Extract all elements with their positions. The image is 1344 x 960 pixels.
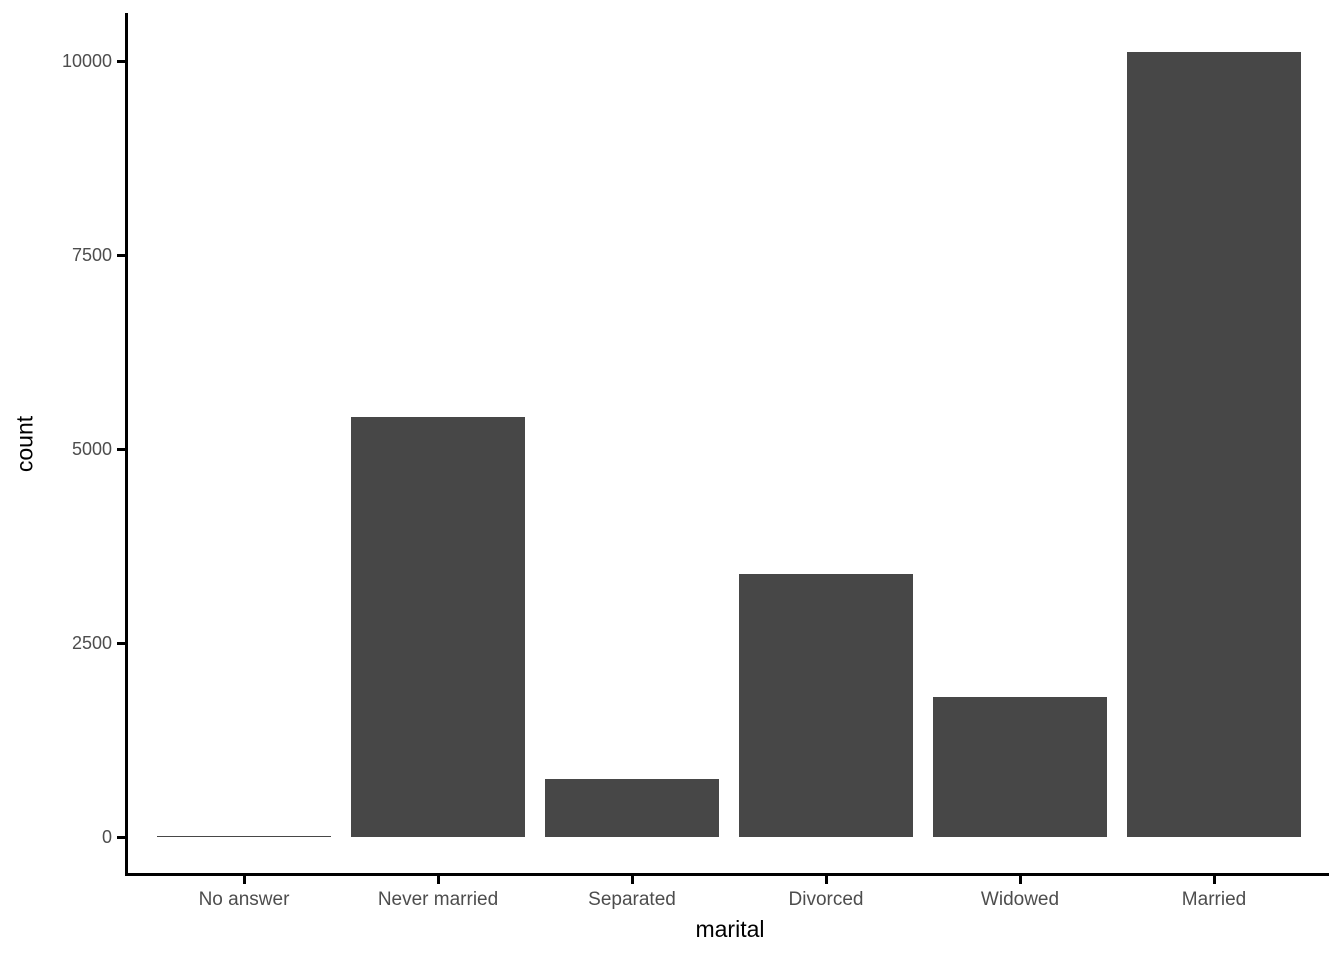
y-tick-mark — [117, 253, 125, 257]
y-tick-mark — [117, 641, 125, 645]
y-tick-mark — [117, 835, 125, 839]
x-tick-label: No answer — [198, 889, 290, 910]
bar-separated — [545, 779, 719, 837]
x-axis-title: marital — [695, 916, 765, 942]
bar-married — [1127, 51, 1301, 837]
x-tick-mark — [242, 876, 246, 884]
y-tick-label: 5000 — [71, 439, 112, 459]
x-tick-mark — [1018, 876, 1022, 884]
x-tick-mark — [436, 876, 440, 884]
y-tick-mark — [117, 447, 125, 451]
bar-never-married — [351, 416, 525, 837]
x-tick-mark — [1212, 876, 1216, 884]
bar-divorced — [739, 574, 913, 837]
y-tick-label: 7500 — [71, 245, 112, 265]
y-tick-label: 0 — [101, 827, 112, 847]
bar-widowed — [933, 696, 1107, 837]
bar-no-answer — [157, 835, 331, 837]
y-tick-label: 2500 — [71, 633, 112, 653]
x-tick-label: Widowed — [980, 889, 1060, 910]
x-tick-mark — [630, 876, 634, 884]
x-axis-line — [125, 873, 1329, 876]
x-tick-mark — [824, 876, 828, 884]
x-tick-label: Divorced — [788, 889, 864, 910]
y-tick-mark — [117, 59, 125, 63]
y-tick-label: 10000 — [61, 51, 112, 71]
y-axis-line — [125, 13, 128, 876]
x-tick-label: Never married — [377, 889, 499, 910]
x-tick-label: Separated — [588, 889, 676, 910]
x-tick-label: Married — [1181, 889, 1247, 910]
